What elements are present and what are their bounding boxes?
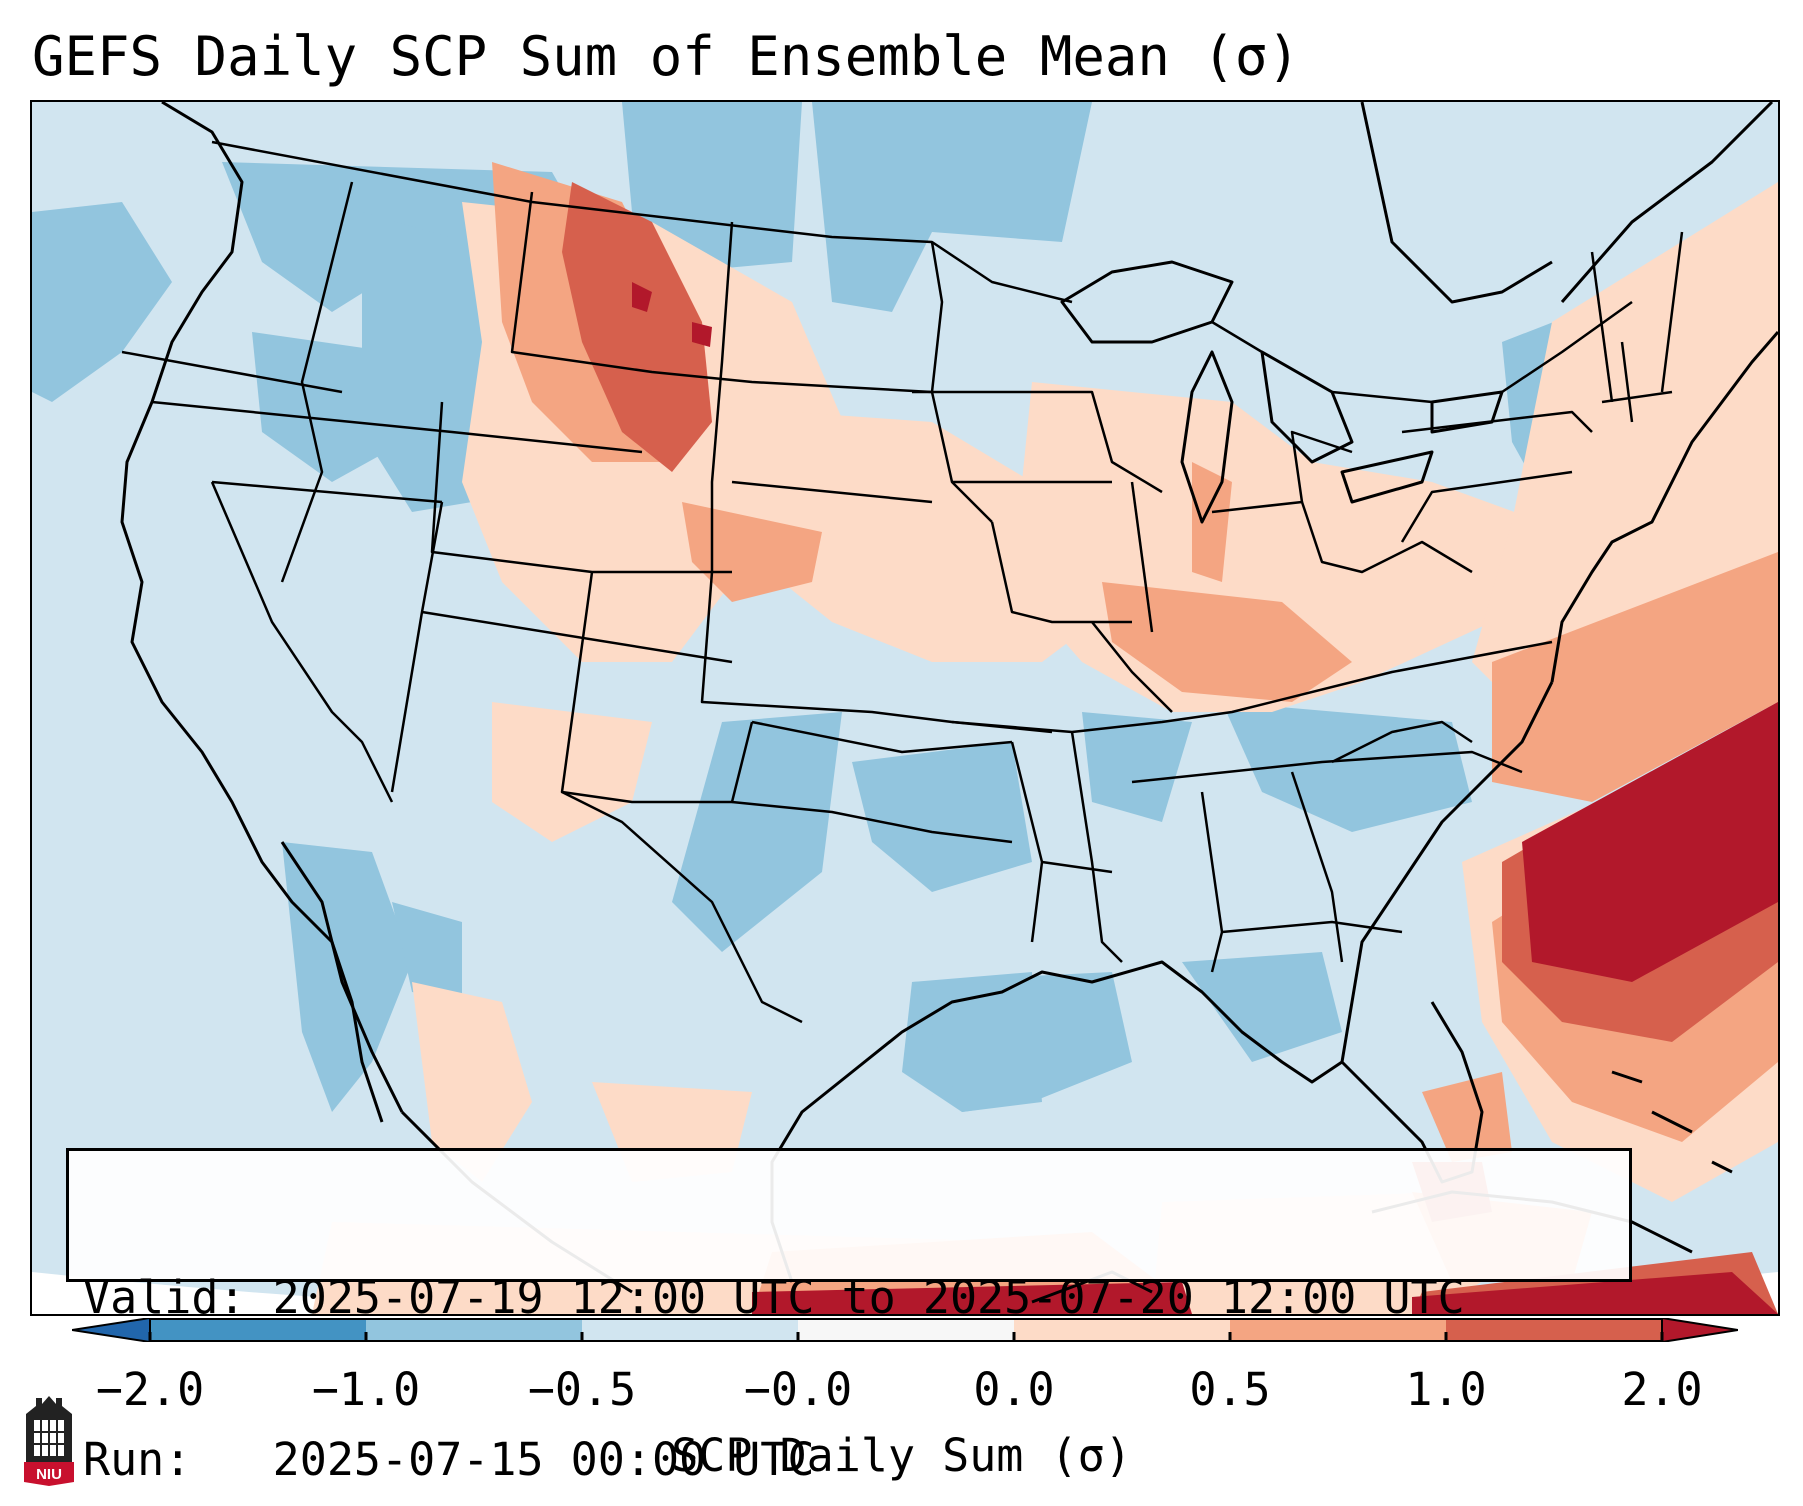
colorbar-bin-4 [798, 1318, 1014, 1342]
validity-info-box: Valid: 2025-07-19 12:00 UTC to 2025-07-2… [66, 1148, 1632, 1486]
colorbar-tick-labels: −2.0 −1.0 −0.5 −0.0 0.0 0.5 1.0 2.0 [0, 1362, 1803, 1422]
map-panel [30, 100, 1780, 1316]
colorbar-extend-high [1661, 1318, 1738, 1342]
colorbar-ticks [148, 1332, 1664, 1342]
tick-label: 2.0 [1621, 1363, 1703, 1416]
run-time-text: Run: 2025-07-15 00:00 UTC [83, 1433, 815, 1486]
state-borders [121, 140, 1684, 1024]
tick-label: −2.0 [95, 1363, 205, 1416]
tick-label: 0.5 [1189, 1363, 1271, 1416]
valid-time-text: Valid: 2025-07-19 12:00 UTC to 2025-07-2… [83, 1271, 1465, 1324]
tick-label: 1.0 [1405, 1363, 1487, 1416]
extreme-positive-regions [632, 282, 1778, 1314]
scp-field-map [32, 102, 1778, 1314]
great-lakes-superior [1060, 260, 1234, 344]
colorbar-label: SCP Daily Sum (σ) [671, 1429, 1132, 1482]
baja-coast [280, 841, 404, 1113]
colorbar-bin-3 [582, 1318, 798, 1342]
great-lakes-michigan [1180, 350, 1234, 524]
tick-label: −0.0 [743, 1363, 853, 1416]
bahamas [1611, 1070, 1733, 1174]
colorbar-bin-1 [150, 1318, 366, 1342]
colorbar-outline [149, 1318, 1663, 1342]
colorbar-bin-6 [1230, 1318, 1446, 1342]
colorbar-bin-2 [366, 1318, 582, 1342]
us-west-coast [120, 102, 384, 1123]
colorbar-bin-7 [1446, 1318, 1662, 1342]
east-coast [1550, 331, 1778, 683]
niu-university-logo: NIU [24, 1396, 74, 1486]
logo-text: NIU [36, 1466, 62, 1483]
gulf-coast [770, 681, 1554, 1283]
canada-us-border [211, 140, 1633, 404]
tick-label: 0.0 [973, 1363, 1055, 1416]
coastlines [120, 102, 1778, 1304]
colorbar-bin-5 [1014, 1318, 1230, 1342]
logo-banner [24, 1462, 74, 1486]
tick-label: −1.0 [311, 1363, 421, 1416]
tick-label: −0.5 [527, 1363, 637, 1416]
hudson-outline [1360, 102, 1553, 304]
canada-east-coast [1560, 102, 1774, 303]
great-lakes-erie [1340, 450, 1434, 504]
colorbar [72, 1318, 1738, 1342]
colorbar-extend-low [72, 1318, 151, 1342]
great-lakes-huron [1260, 350, 1354, 464]
figure-title: GEFS Daily SCP Sum of Ensemble Mean (σ) [32, 25, 1300, 88]
